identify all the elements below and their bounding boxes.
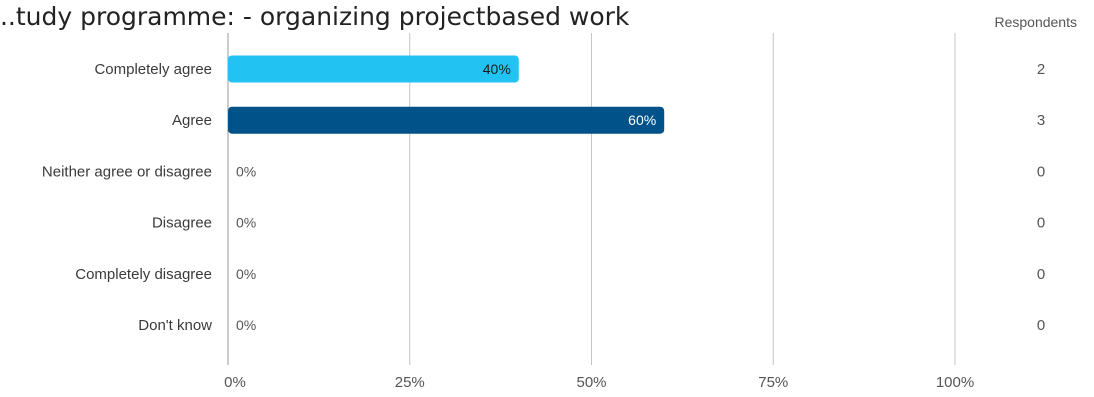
bars-layer — [228, 55, 665, 134]
x-tick-label: 100% — [936, 374, 974, 391]
x-tick-label: 25% — [395, 374, 425, 391]
respondent-count: 0 — [1037, 266, 1045, 283]
x-tick-label: 50% — [576, 374, 606, 391]
category-label: Completely disagree — [75, 266, 212, 283]
x-tick-label: 75% — [758, 374, 788, 391]
respondent-count: 3 — [1037, 112, 1045, 129]
bar-value-label: 0% — [236, 163, 256, 179]
category-label: Neither agree or disagree — [42, 163, 212, 180]
grid-layer — [227, 33, 956, 365]
category-label: Completely agree — [94, 61, 212, 78]
bar-value-label: 0% — [236, 215, 256, 231]
bar — [228, 106, 665, 134]
chart-title: ...tudy programme: - organizing projectb… — [0, 2, 630, 31]
respondent-count: 0 — [1037, 317, 1045, 334]
bar-value-label: 60% — [628, 112, 656, 128]
category-label: Don't know — [138, 317, 212, 334]
bar-value-label: 0% — [236, 317, 256, 333]
respondent-count: 0 — [1037, 215, 1045, 232]
category-label: Disagree — [152, 215, 212, 232]
x-tick-label: 0% — [224, 374, 246, 391]
category-label: Agree — [172, 112, 212, 129]
labels-layer: 0% 25% 50% 75% 100% Completely agree 40% 2 Agree… — [42, 61, 1045, 391]
bar — [228, 55, 519, 83]
respondents-header: Respondents — [994, 14, 1077, 30]
respondent-count: 0 — [1037, 163, 1045, 180]
respondent-count: 2 — [1037, 61, 1045, 78]
bar-value-label: 40% — [483, 61, 511, 77]
bar-value-label: 0% — [236, 266, 256, 282]
